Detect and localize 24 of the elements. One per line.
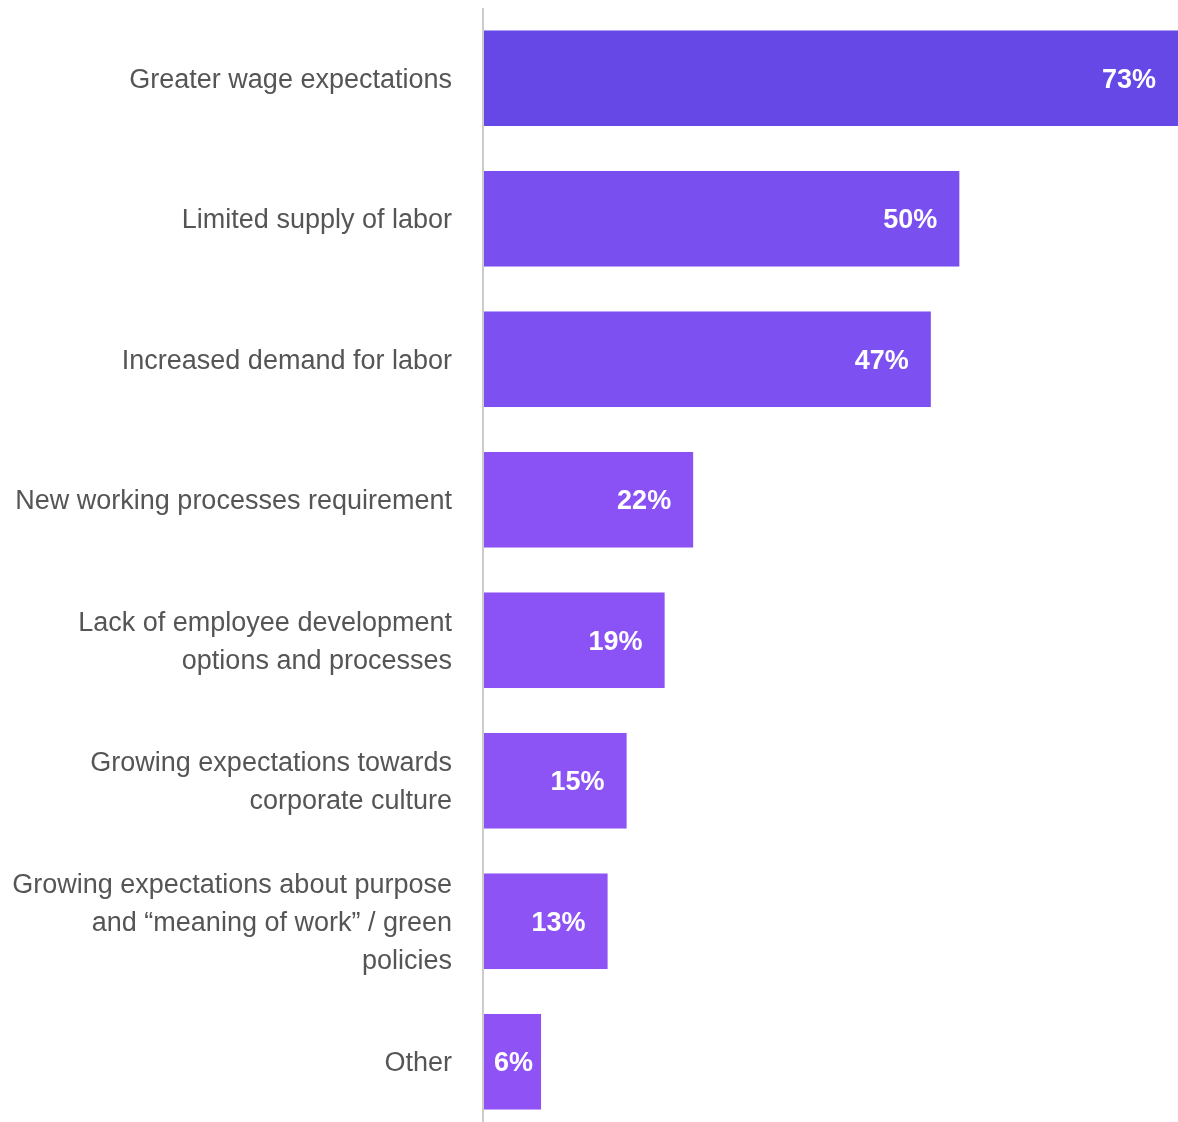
y-tick-label: Greater wage expectations [129, 63, 452, 94]
data-label: 22% [617, 485, 672, 516]
y-tick-label: Other [384, 1047, 452, 1078]
data-label: 6% [494, 1047, 534, 1078]
y-tick-label: Lack of employee development options and processes [78, 606, 453, 675]
y-tick-label: Limited supply of labor [181, 204, 452, 235]
data-label: 47% [854, 344, 909, 375]
data-label: 13% [531, 906, 586, 937]
bar [484, 451, 694, 548]
bar [484, 592, 665, 689]
bar [484, 311, 931, 408]
bar [484, 170, 960, 267]
y-tick-label: Growing expectations towards corporate culture [90, 747, 452, 816]
data-label: 73% [1101, 63, 1156, 94]
bar [484, 873, 608, 970]
bar [484, 732, 627, 829]
bar [484, 1013, 542, 1110]
y-tick-label: Growing expectations about purpose and “meaning of work” / green policies [12, 868, 452, 975]
data-label: 15% [550, 766, 605, 797]
bar [484, 30, 1178, 127]
y-tick-label: New working processes requirement [15, 485, 453, 516]
data-label: 19% [588, 625, 643, 656]
y-tick-label: Increased demand for labor [121, 344, 452, 375]
data-label: 50% [883, 204, 938, 235]
